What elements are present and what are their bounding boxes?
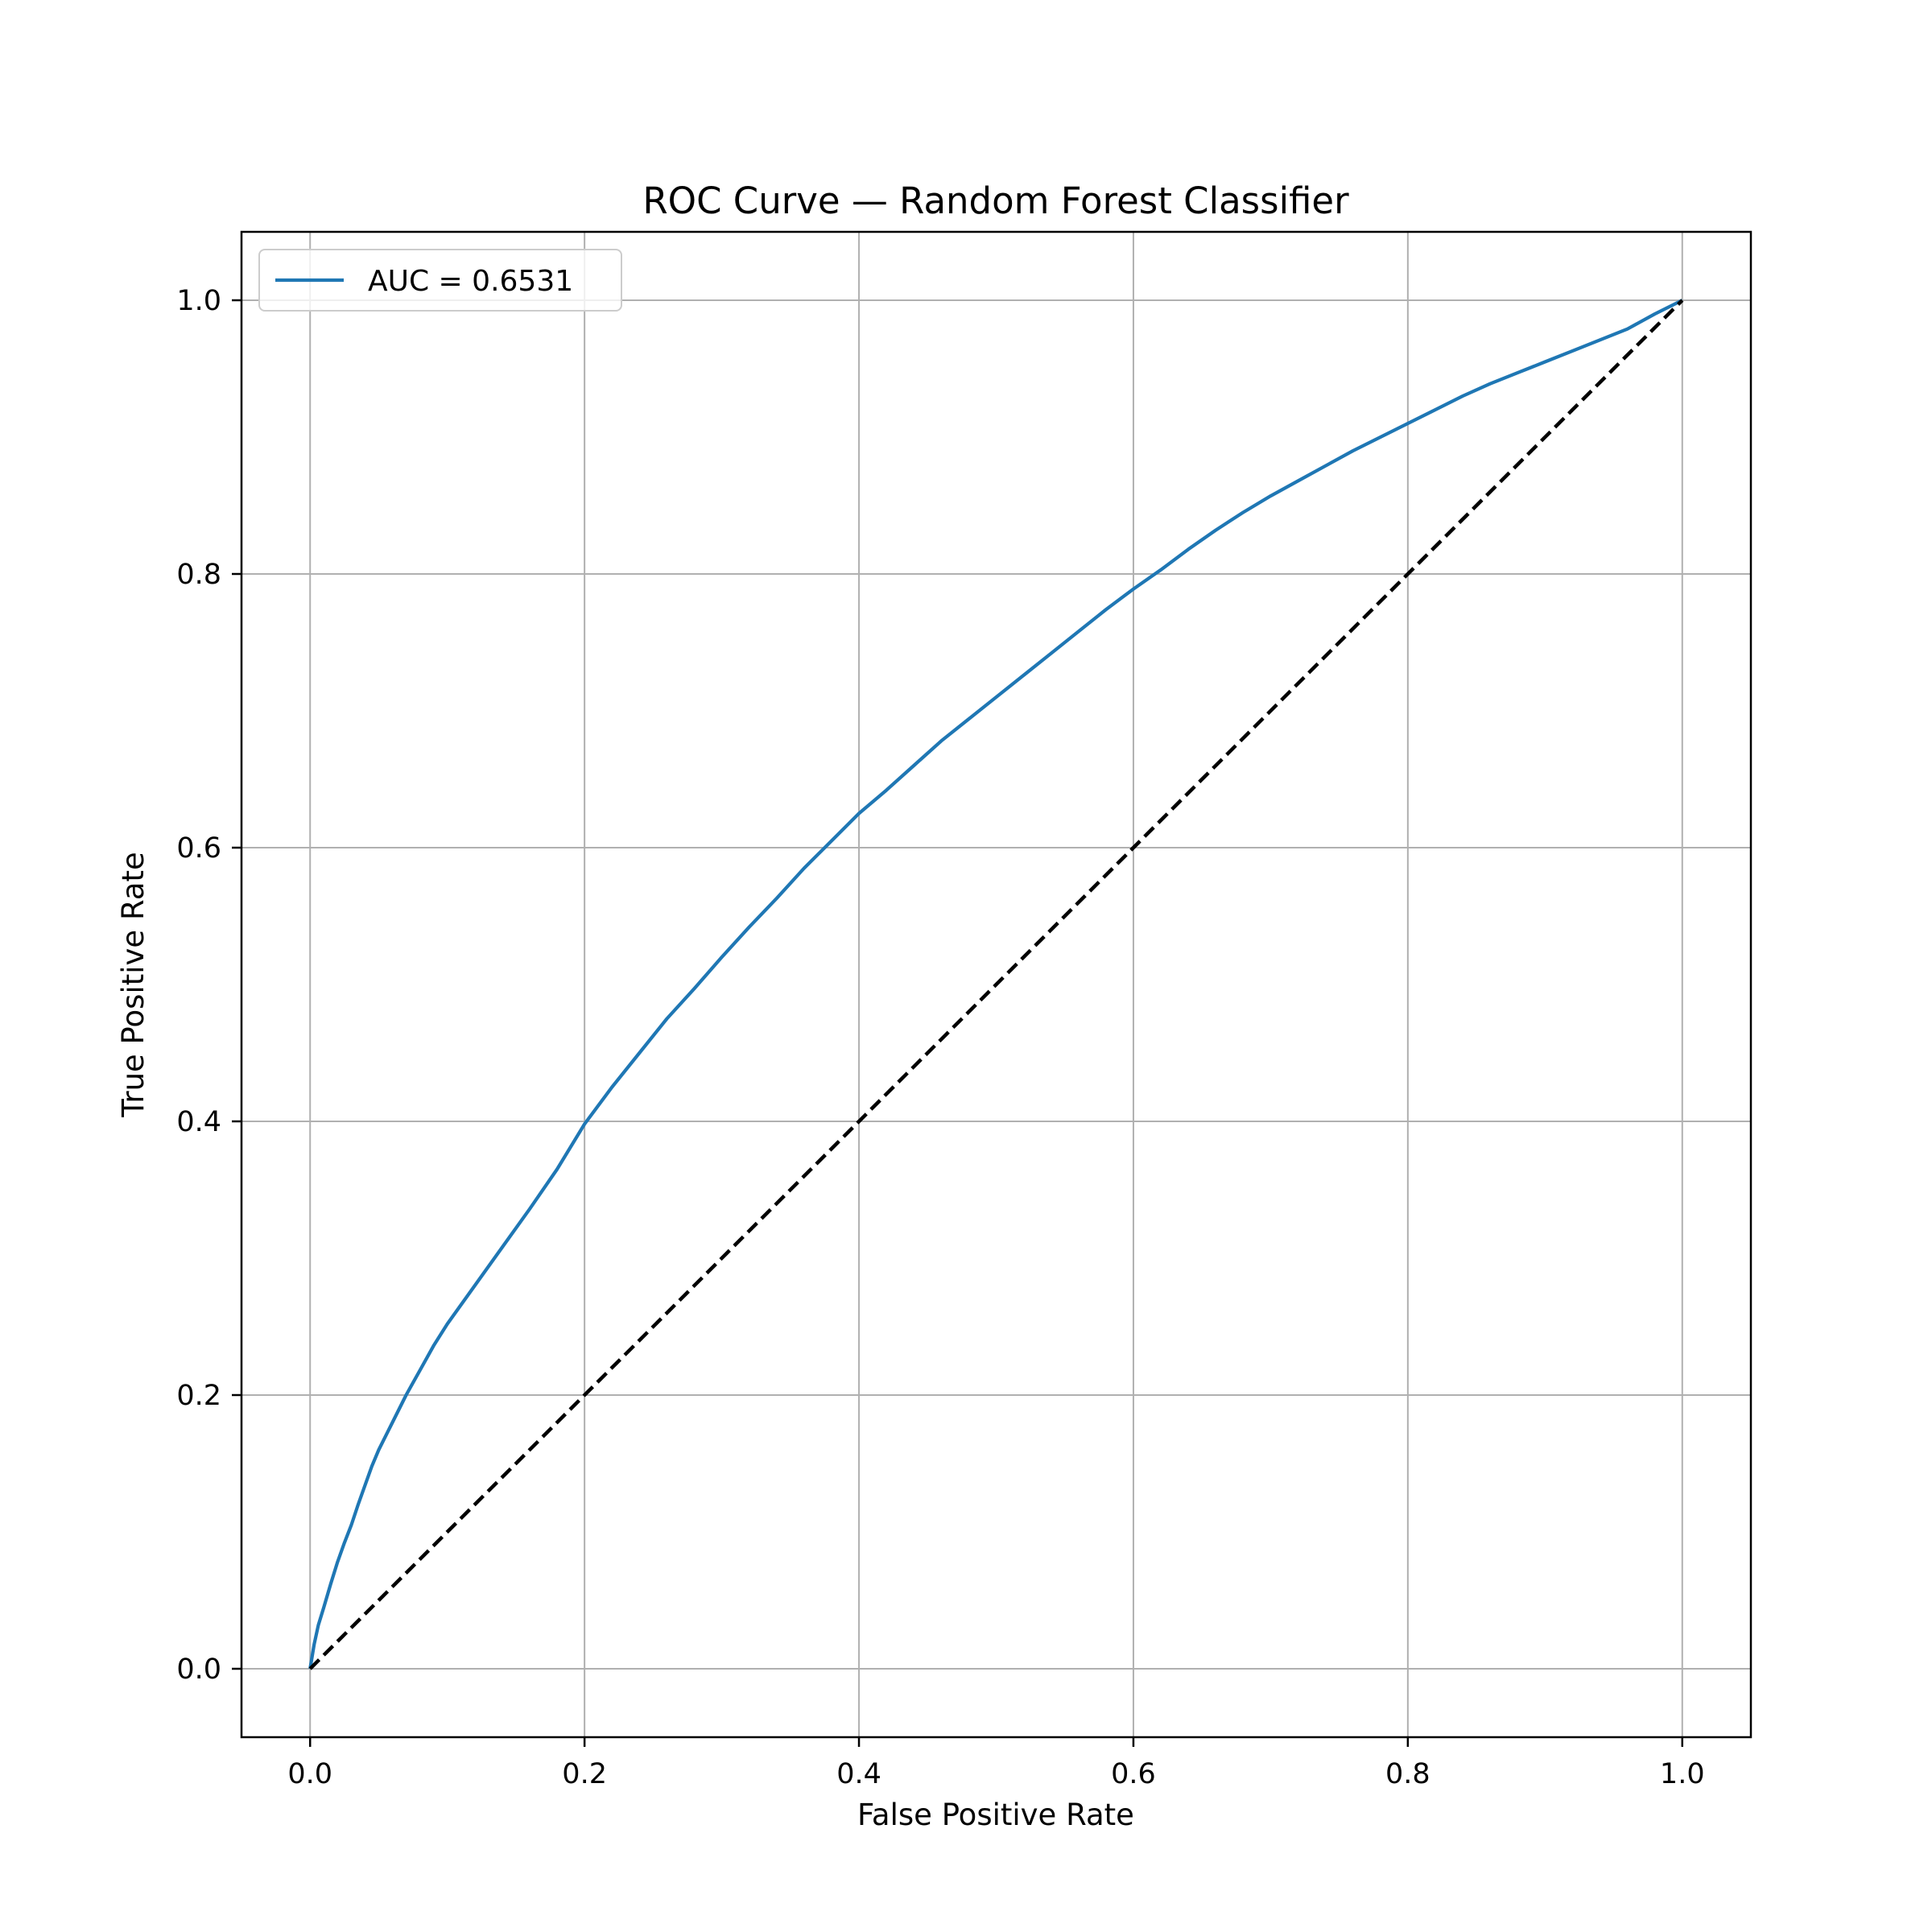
x-tick-label: 1.0 bbox=[1660, 1758, 1705, 1790]
x-tick-label: 0.2 bbox=[562, 1758, 607, 1790]
grid-lines bbox=[242, 232, 1751, 1737]
y-tick-label: 0.6 bbox=[176, 832, 221, 865]
plot-area bbox=[308, 299, 1684, 1670]
axis-ticks: 0.0 0.2 0.4 0.6 0.8 1.0 0.0 0.2 0.4 0.6 0.8 1.0 bbox=[176, 285, 1704, 1790]
y-tick-label: 0.8 bbox=[176, 559, 221, 591]
legend-box bbox=[258, 249, 622, 312]
y-tick-label: 1.0 bbox=[176, 285, 221, 317]
diagonal-reference-line bbox=[308, 299, 1684, 1670]
roc-curve-line bbox=[308, 299, 1683, 1670]
axes-frame bbox=[240, 230, 1752, 1739]
x-tick-label: 0.0 bbox=[287, 1758, 332, 1790]
x-tick-label: 0.4 bbox=[836, 1758, 881, 1790]
y-tick-label: 0.2 bbox=[176, 1380, 221, 1412]
legend-label: AUC = 0.6531 bbox=[368, 265, 573, 298]
x-tick-label: 0.8 bbox=[1385, 1758, 1430, 1790]
legend: AUC = 0.6531 bbox=[258, 249, 622, 312]
y-axis-label: True Positive Rate bbox=[116, 852, 151, 1118]
x-tick-label: 0.6 bbox=[1111, 1758, 1156, 1790]
chart-title: ROC Curve — Random Forest Classifier bbox=[642, 180, 1349, 222]
y-tick-label: 0.4 bbox=[176, 1106, 221, 1138]
x-axis-label: False Positive Rate bbox=[857, 1798, 1134, 1832]
y-tick-label: 0.0 bbox=[176, 1653, 221, 1686]
